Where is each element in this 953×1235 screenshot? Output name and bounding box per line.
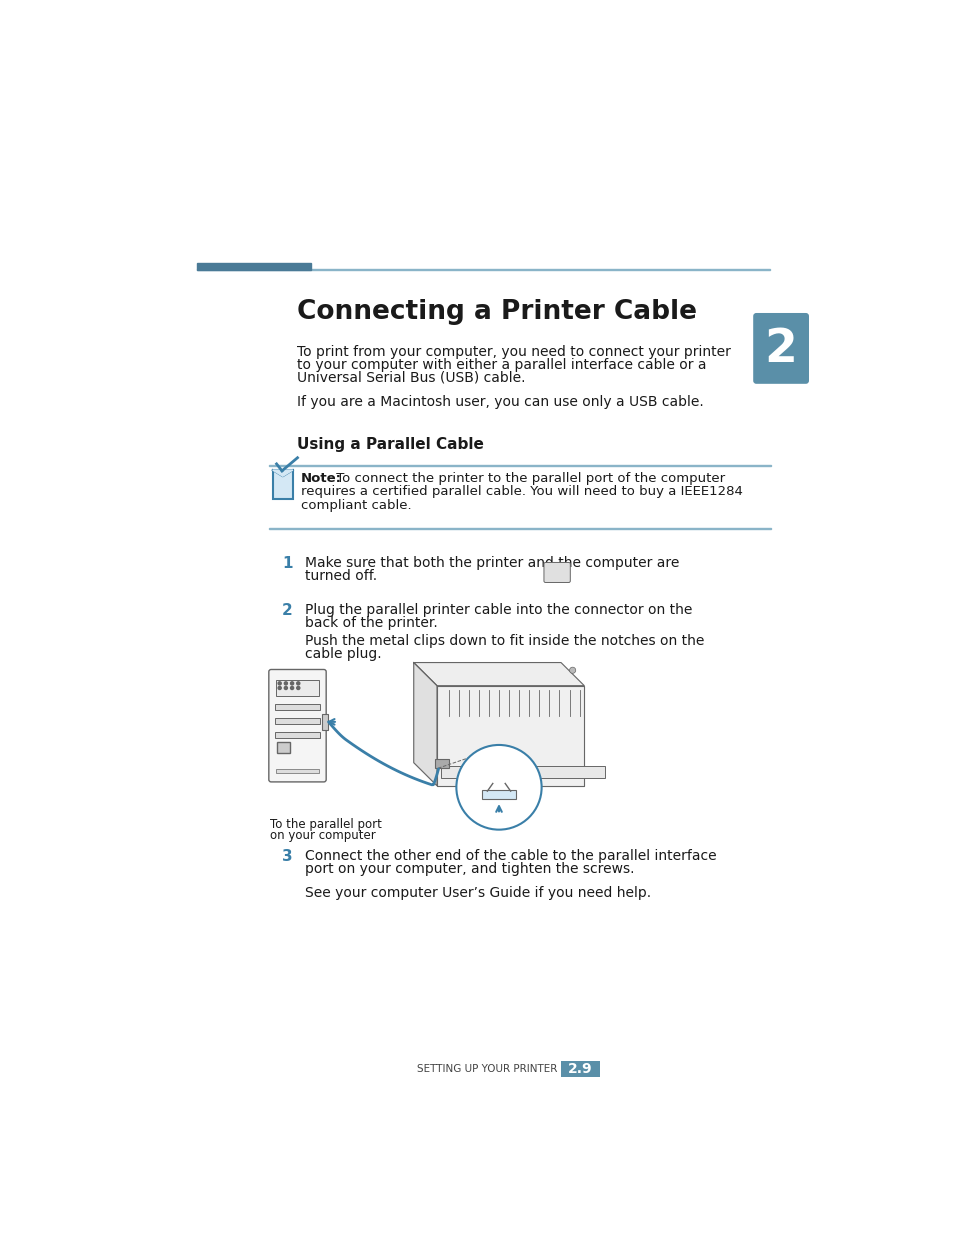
Text: If you are a Macintosh user, you can use only a USB cable.: If you are a Macintosh user, you can use… — [297, 395, 703, 409]
Text: compliant cable.: compliant cable. — [300, 499, 411, 511]
Text: Connect the other end of the cable to the parallel interface: Connect the other end of the cable to th… — [305, 848, 716, 863]
Text: Plug the parallel printer cable into the connector on the: Plug the parallel printer cable into the… — [305, 603, 692, 616]
Bar — [560, 1061, 599, 1077]
Bar — [481, 789, 516, 799]
Text: requires a certified parallel cable. You will need to buy a IEEE1284: requires a certified parallel cable. You… — [300, 485, 741, 499]
Text: To print from your computer, you need to connect your printer: To print from your computer, you need to… — [297, 345, 731, 358]
Bar — [274, 732, 319, 739]
Circle shape — [284, 682, 287, 685]
Bar — [275, 769, 319, 773]
Text: Universal Serial Bus (USB) cable.: Universal Serial Bus (USB) cable. — [297, 370, 525, 385]
FancyBboxPatch shape — [543, 562, 570, 583]
Text: 3: 3 — [282, 848, 293, 864]
Bar — [274, 718, 319, 724]
Text: 2: 2 — [282, 603, 293, 618]
Bar — [435, 758, 448, 768]
Circle shape — [291, 682, 294, 685]
Polygon shape — [414, 662, 436, 785]
Text: to your computer with either a parallel interface cable or a: to your computer with either a parallel … — [297, 358, 706, 372]
Circle shape — [456, 745, 541, 830]
Polygon shape — [414, 662, 583, 685]
Bar — [322, 714, 328, 730]
Circle shape — [278, 682, 281, 685]
Text: See your computer User’s Guide if you need help.: See your computer User’s Guide if you ne… — [305, 885, 651, 900]
Text: 2: 2 — [764, 327, 797, 373]
Circle shape — [569, 667, 575, 673]
Bar — [440, 766, 604, 778]
Bar — [277, 742, 290, 752]
FancyBboxPatch shape — [753, 312, 808, 384]
Text: Using a Parallel Cable: Using a Parallel Cable — [297, 437, 484, 452]
Text: Push the metal clips down to fit inside the notches on the: Push the metal clips down to fit inside … — [305, 634, 704, 648]
Bar — [273, 471, 293, 499]
Text: Note:: Note: — [300, 472, 341, 485]
Text: cable plug.: cable plug. — [305, 647, 381, 661]
Text: 1: 1 — [282, 556, 293, 572]
Circle shape — [278, 687, 281, 689]
Text: on your computer: on your computer — [270, 829, 375, 842]
Text: To connect the printer to the parallel port of the computer: To connect the printer to the parallel p… — [332, 472, 724, 485]
Bar — [274, 704, 319, 710]
Bar — [196, 263, 311, 270]
Text: port on your computer, and tighten the screws.: port on your computer, and tighten the s… — [305, 862, 634, 876]
Text: SETTING UP YOUR PRINTER: SETTING UP YOUR PRINTER — [416, 1065, 557, 1074]
Text: turned off.: turned off. — [305, 569, 377, 583]
Circle shape — [284, 687, 287, 689]
Bar — [275, 679, 319, 697]
Text: 2.9: 2.9 — [567, 1062, 592, 1076]
FancyBboxPatch shape — [269, 669, 326, 782]
Text: Connecting a Printer Cable: Connecting a Printer Cable — [297, 299, 697, 325]
Text: back of the printer.: back of the printer. — [305, 615, 437, 630]
Text: Make sure that both the printer and the computer are: Make sure that both the printer and the … — [305, 556, 679, 571]
Text: To the parallel port: To the parallel port — [270, 818, 381, 831]
Circle shape — [296, 687, 299, 689]
Circle shape — [296, 682, 299, 685]
Polygon shape — [436, 685, 583, 785]
Circle shape — [291, 687, 294, 689]
Polygon shape — [273, 471, 293, 477]
